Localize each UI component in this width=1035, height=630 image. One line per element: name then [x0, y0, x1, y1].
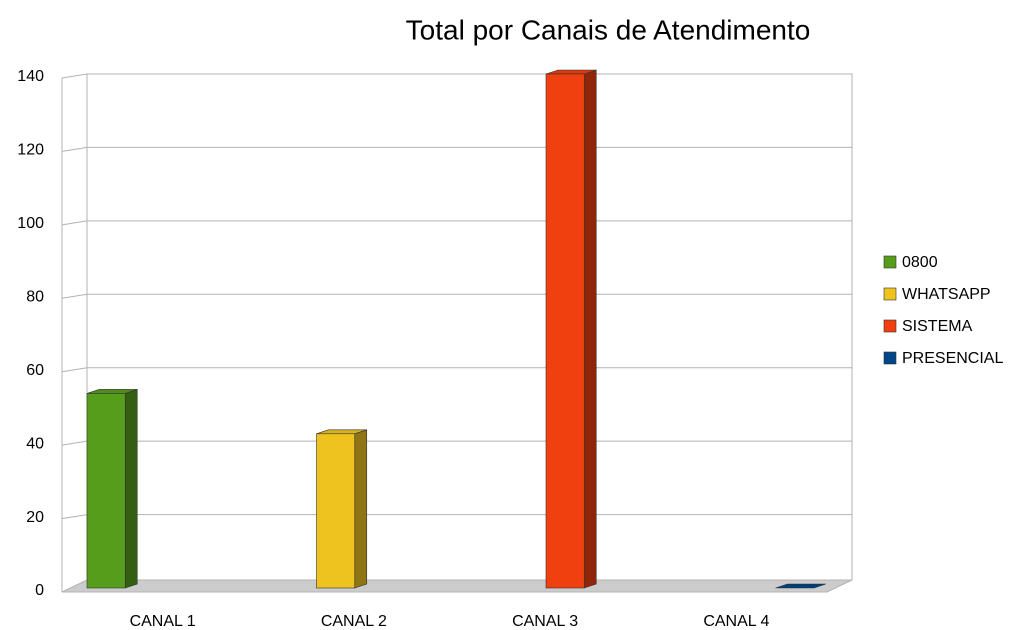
bar-side: [583, 69, 597, 589]
legend-swatch: [883, 351, 897, 365]
bar: [545, 73, 585, 589]
bar-top: [775, 583, 826, 589]
legend-swatch: [883, 255, 897, 269]
y-tick-label: 100: [17, 215, 44, 232]
x-tick-label: CANAL 4: [703, 613, 769, 630]
y-tick-label: 60: [26, 362, 44, 379]
back-wall: [86, 73, 853, 581]
grid-line: [61, 73, 88, 79]
grid-line: [61, 146, 88, 152]
bar: [86, 393, 126, 589]
y-tick-label: 140: [17, 68, 44, 85]
x-tick-label: CANAL 2: [321, 613, 387, 630]
floor: [61, 579, 853, 593]
bar: [316, 433, 356, 589]
chart-title: Total por Canais de Atendimento: [406, 14, 811, 45]
legend-label: WHATSAPP: [902, 286, 991, 303]
legend-swatch: [883, 319, 897, 333]
y-tick-label: 0: [35, 582, 44, 599]
y-tick-label: 20: [26, 509, 44, 526]
y-tick-label: 80: [26, 289, 44, 306]
grid-line: [61, 440, 88, 446]
bar-side: [124, 388, 138, 589]
legend-label: 0800: [902, 254, 938, 271]
legend-label: PRESENCIAL: [902, 350, 1003, 367]
grid-line: [61, 367, 88, 373]
legend-swatch: [883, 287, 897, 301]
bar-side: [354, 429, 368, 589]
y-tick-label: 120: [17, 142, 44, 159]
grid-line: [61, 220, 88, 226]
grid-line: [61, 514, 88, 520]
y-tick-label: 40: [26, 435, 44, 452]
grid-line: [61, 293, 88, 299]
legend-label: SISTEMA: [902, 318, 973, 335]
x-tick-label: CANAL 3: [512, 613, 578, 630]
x-tick-label: CANAL 1: [130, 613, 196, 630]
